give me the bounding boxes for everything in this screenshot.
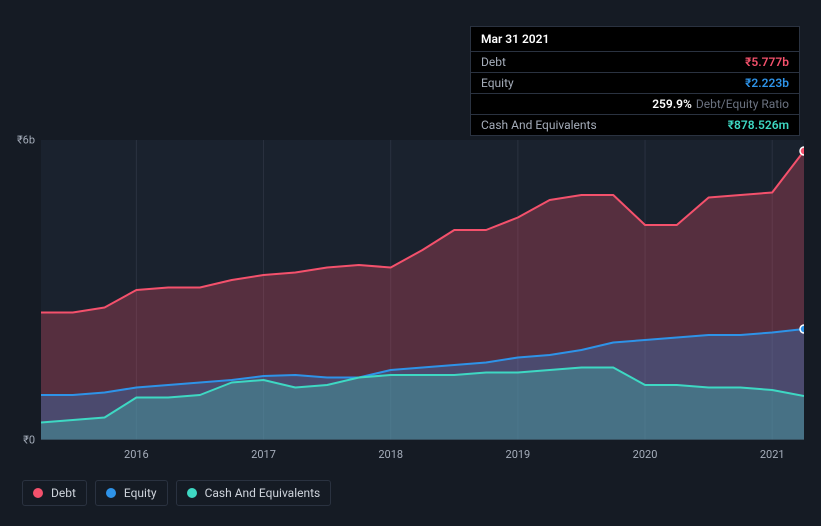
tooltip-date: Mar 31 2021 xyxy=(471,27,799,51)
tooltip-row: Cash And Equivalents ₹878.526m xyxy=(471,114,799,135)
chart-plot-area xyxy=(41,140,804,440)
x-axis-tick: 2018 xyxy=(378,440,403,461)
legend-label: Debt xyxy=(51,486,76,500)
chart-tooltip: Mar 31 2021 Debt ₹5.777b Equity ₹2.223b 259.… xyxy=(470,26,800,136)
legend-item-cash-and-equivalents[interactable]: Cash And Equivalents xyxy=(176,480,332,506)
tooltip-row-secondary: Debt/Equity Ratio xyxy=(696,97,789,111)
tooltip-row: Debt ₹5.777b xyxy=(471,51,799,72)
chart-legend: Debt Equity Cash And Equivalents xyxy=(22,480,331,506)
x-axis-tick: 2016 xyxy=(124,440,149,461)
tooltip-row-value: ₹878.526m xyxy=(728,118,789,132)
debt-equity-chart[interactable]: 201620172018201920202021₹0₹6b xyxy=(41,140,804,440)
legend-label: Cash And Equivalents xyxy=(205,486,321,500)
legend-item-equity[interactable]: Equity xyxy=(95,480,168,506)
tooltip-row-value: ₹5.777b xyxy=(745,55,789,69)
y-axis-tick: ₹6b xyxy=(17,134,41,147)
x-axis-tick: 2017 xyxy=(251,440,276,461)
x-axis-tick: 2021 xyxy=(760,440,785,461)
x-axis-tick: 2020 xyxy=(633,440,658,461)
legend-swatch xyxy=(106,488,116,498)
series-end-marker-debt xyxy=(800,147,804,155)
legend-item-debt[interactable]: Debt xyxy=(22,480,87,506)
x-axis-tick: 2019 xyxy=(506,440,531,461)
legend-swatch xyxy=(187,488,197,498)
tooltip-row: Equity ₹2.223b xyxy=(471,72,799,93)
legend-swatch xyxy=(33,488,43,498)
legend-label: Equity xyxy=(124,486,157,500)
series-end-marker-equity xyxy=(800,325,804,333)
tooltip-row-value: ₹2.223b xyxy=(745,76,789,90)
tooltip-row: 259.9%Debt/Equity Ratio xyxy=(471,93,799,114)
tooltip-row-label: Equity xyxy=(481,76,514,90)
y-axis-tick: ₹0 xyxy=(23,434,41,447)
tooltip-row-value: 259.9%Debt/Equity Ratio xyxy=(652,97,789,111)
tooltip-row-label: Cash And Equivalents xyxy=(481,118,597,132)
tooltip-row-label: Debt xyxy=(481,55,506,69)
